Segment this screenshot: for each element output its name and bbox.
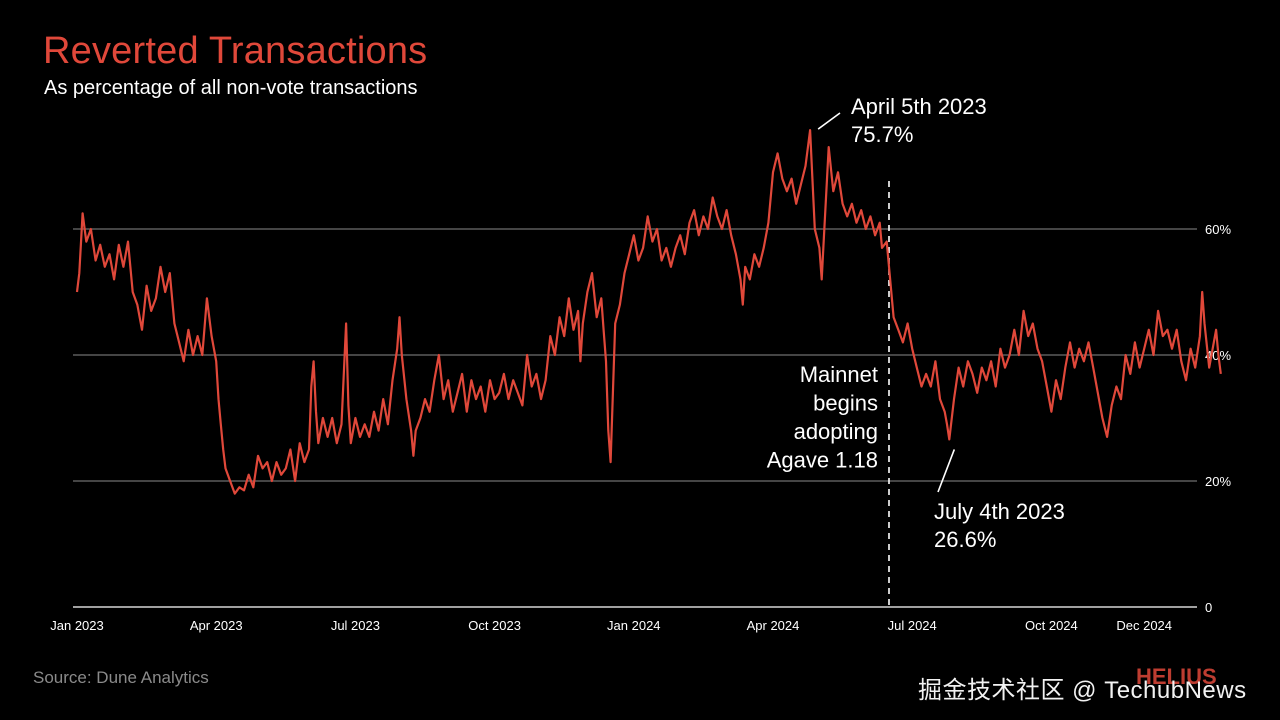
trough-annotation-value: 26.6% xyxy=(934,527,996,552)
event-annotation-line: adopting xyxy=(794,419,878,444)
x-tick-label: Jul 2024 xyxy=(888,618,937,633)
y-tick-label: 20% xyxy=(1205,474,1231,489)
chart-subtitle: As percentage of all non-vote transactio… xyxy=(44,77,418,99)
trough-leader-line xyxy=(937,449,956,493)
series-line xyxy=(75,129,1222,495)
y-tick-label: 0 xyxy=(1205,600,1212,615)
event-annotation-line: Agave 1.18 xyxy=(767,448,878,473)
event-annotation-line: begins xyxy=(813,391,878,416)
trough-annotation-date: July 4th 2023 xyxy=(934,499,1065,524)
event-annotation-line: Mainnet xyxy=(800,362,878,387)
x-tick-label: Jul 2023 xyxy=(331,618,380,633)
peak-annotation-value: 75.7% xyxy=(851,122,913,147)
watermark-text: 掘金技术社区 @ TechubNews xyxy=(918,677,1247,704)
x-tick-label: Jan 2024 xyxy=(607,618,661,633)
x-tick-label: Oct 2023 xyxy=(468,618,521,633)
peak-annotation-date: April 5th 2023 xyxy=(851,94,987,119)
x-tick-label: Apr 2023 xyxy=(190,618,243,633)
x-tick-label: Jan 2023 xyxy=(50,618,104,633)
source-note: Source: Dune Analytics xyxy=(33,668,209,687)
y-tick-label: 60% xyxy=(1205,222,1231,237)
x-tick-label: Apr 2024 xyxy=(747,618,800,633)
peak-leader-line xyxy=(817,112,841,130)
chart-title: Reverted Transactions xyxy=(43,30,428,72)
x-tick-label: Oct 2024 xyxy=(1025,618,1078,633)
brand-logo: HELIUS xyxy=(1136,664,1217,689)
x-tick-label: Dec 2024 xyxy=(1116,618,1172,633)
